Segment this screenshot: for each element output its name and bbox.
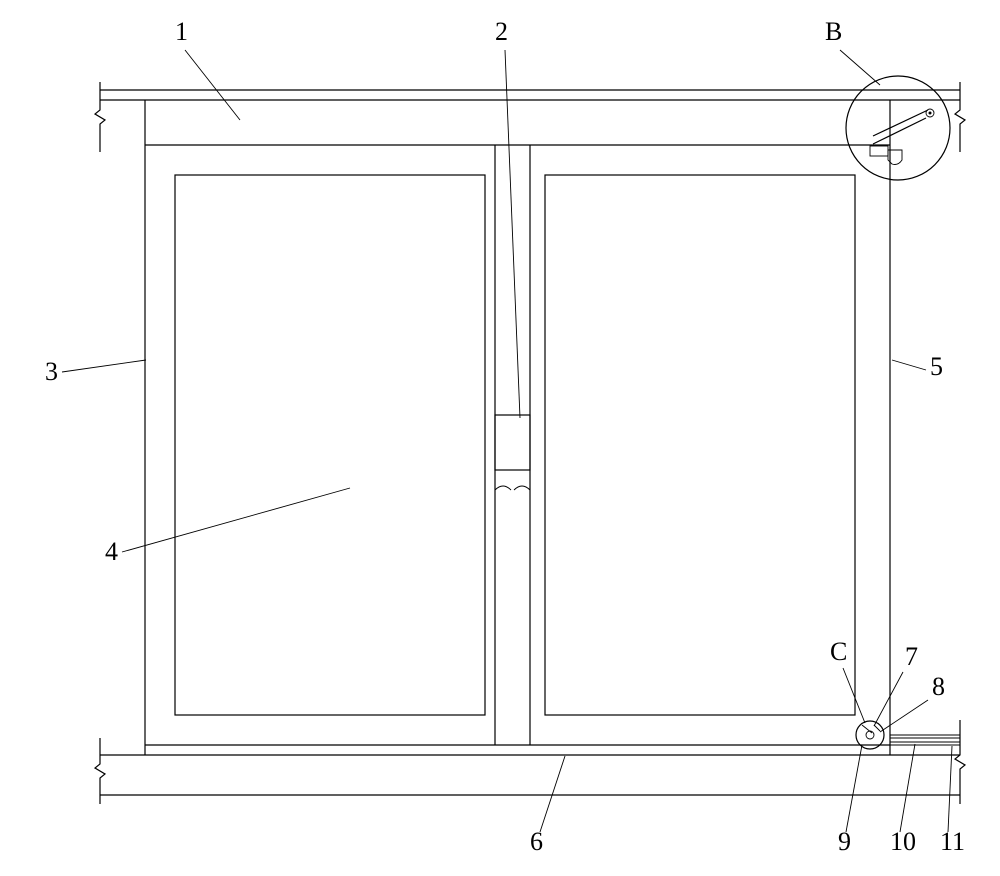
callout-label-7: 7 (905, 642, 918, 671)
callout-label-8: 8 (932, 672, 945, 701)
callout-label-C: C (830, 637, 847, 666)
callout-label-9: 9 (838, 827, 851, 856)
callout-label-B: B (825, 17, 842, 46)
callout-label-5: 5 (930, 352, 943, 381)
callout-label-2: 2 (495, 17, 508, 46)
callout-label-6: 6 (530, 827, 543, 856)
callout-label-11: 11 (940, 827, 965, 856)
callout-label-3: 3 (45, 357, 58, 386)
callout-label-10: 10 (890, 827, 916, 856)
callout-label-1: 1 (175, 17, 188, 46)
engineering-diagram: 1 2 B 3 5 4 C 78 6 9 10 11 (0, 0, 1000, 876)
callout-label-4: 4 (105, 537, 118, 566)
